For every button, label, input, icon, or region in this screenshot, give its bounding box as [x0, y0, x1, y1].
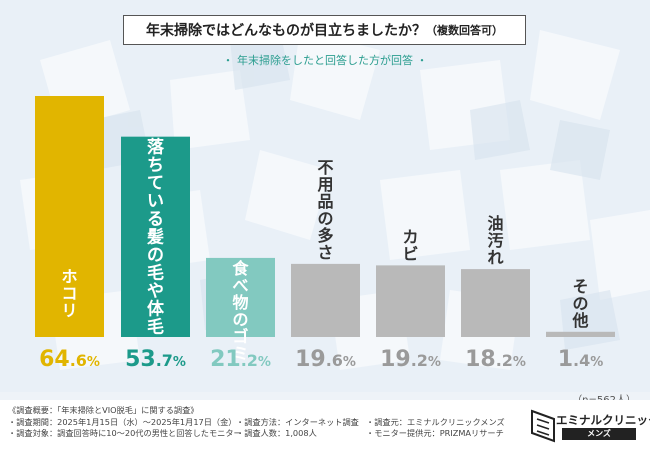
bar-7: [546, 331, 615, 337]
category-label-1: ホコリ: [61, 267, 77, 320]
value-label-3: 21.2%: [210, 347, 271, 372]
survey-notes: 《調査概要：「年末掃除とVIO脱毛」に関する調査》 ・調査期間：2025年1月1…: [8, 405, 505, 440]
value-label-6: 18.2%: [465, 347, 526, 372]
clinic-logo: エミナルクリニック メンズ: [528, 408, 650, 444]
chart-title: 年末掃除ではどんなものが目立ちましたか？ （複数回答可）: [123, 15, 526, 45]
value-label-1: 64.6%: [39, 347, 100, 372]
category-label-6: 油汚れ: [487, 214, 503, 267]
bar-4: [291, 263, 360, 337]
title-note: （複数回答可）: [426, 24, 503, 37]
survey-method: ・調査方法：インターネット調査: [236, 416, 359, 427]
survey-count: ・調査人数：1,008人: [236, 428, 317, 438]
logo-sub: メンズ: [562, 428, 636, 440]
bar-1: [35, 96, 104, 337]
category-label-7: その他: [571, 277, 588, 330]
category-label-5: カビ: [402, 227, 418, 263]
survey-provider: ・モニター提供元：PRIZMAリサーチ: [366, 428, 504, 438]
logo-mark-icon: [531, 409, 555, 443]
chart-subtitle: ・ 年末掃除をしたと回答した方が回答 ・: [222, 54, 428, 67]
category-label-2: 落ちている髪の毛や体毛: [146, 138, 165, 338]
survey-origin: ・調査元：エミナルクリニックメンズ: [366, 416, 505, 427]
category-label-3: 食べ物のゴミ: [231, 259, 249, 363]
value-label-5: 19.2%: [380, 347, 441, 372]
survey-target: ・調査対象：調査回答時に10～20代の男性と回答したモニター: [8, 428, 242, 438]
survey-period: ・調査期間：2025年1月15日（水）～2025年1月17日（金）: [8, 416, 237, 427]
bar-3: [206, 257, 275, 337]
value-label-4: 19.6%: [295, 347, 356, 372]
category-label-4: 不用品の多さ: [317, 158, 333, 262]
survey-summary: 《調査概要：「年末掃除とVIO脱毛」に関する調査》: [8, 405, 199, 415]
value-label-2: 53.7%: [125, 347, 186, 372]
bar-6: [461, 269, 530, 337]
title-text: 年末掃除ではどんなものが目立ちましたか？: [146, 23, 426, 39]
bar-5: [376, 265, 445, 337]
value-label-7: 1.4%: [558, 347, 604, 372]
bar-2: [121, 136, 190, 337]
footer: [0, 400, 650, 450]
logo-name: エミナルクリニック: [556, 413, 650, 427]
